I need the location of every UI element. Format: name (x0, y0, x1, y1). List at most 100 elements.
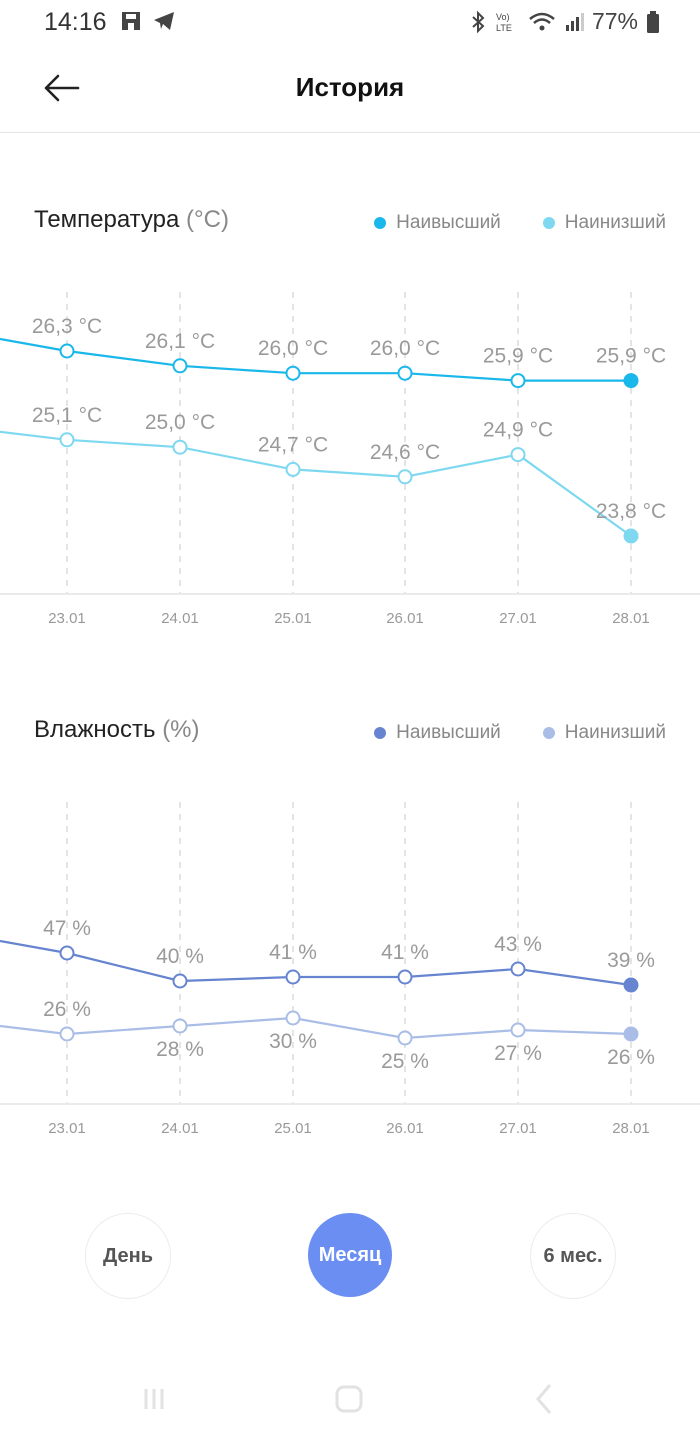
legend-low-label: Наинизший (564, 212, 666, 233)
data-label: 26 % (607, 1046, 655, 1069)
data-point (172, 358, 188, 374)
back-button[interactable] (40, 68, 84, 108)
temperature-chart-title: Температура (°C) (34, 206, 229, 234)
legend-dot-high (374, 217, 387, 229)
period-day-button[interactable]: День (85, 1213, 171, 1299)
x-tick-label: 26.01 (386, 610, 424, 627)
legend-high-label: Наивысший (396, 212, 501, 233)
temperature-title-text: Температура (34, 206, 180, 233)
data-point (397, 365, 413, 381)
data-label: 24,7 °C (258, 433, 328, 456)
data-label: 24,6 °C (370, 441, 440, 464)
data-label: 23,8 °C (596, 500, 666, 523)
humidity-legend: Наивысший Наинизший (374, 722, 666, 744)
data-point (285, 1010, 301, 1026)
data-point (397, 469, 413, 485)
temperature-chart: 23.01 24.01 25.01 26.01 27.01 28.01 26,3 °C 26,… (0, 292, 700, 627)
data-point (285, 365, 301, 381)
x-tick-label: 27.01 (499, 1120, 537, 1137)
arrow-left-icon (44, 74, 80, 102)
wifi-icon (529, 12, 555, 30)
data-point (285, 969, 301, 985)
humidity-chart: 23.01 24.01 25.01 26.01 27.01 28.01 47 % 40 % 41… (0, 802, 700, 1137)
battery-percent: 77% (591, 8, 638, 34)
data-point-current (623, 373, 639, 389)
signal-icon (565, 12, 584, 31)
back-nav-icon[interactable] (524, 1379, 564, 1419)
svg-text:LTE: LTE (496, 23, 512, 33)
temperature-chart-section: Температура (°C) Наивысший Наинизший 23.… (0, 180, 700, 650)
system-nav-bar (0, 1379, 700, 1439)
data-label: 25,9 °C (483, 345, 553, 368)
x-tick-label: 25.01 (274, 610, 312, 627)
humidity-chart-section: Влажность (%) Наивысший Наинизший 23.01 2… (0, 690, 700, 1160)
data-label: 25,0 °C (145, 411, 215, 434)
legend-high-label: Наивысший (396, 722, 501, 743)
data-point (59, 1026, 75, 1042)
data-label: 26 % (43, 998, 91, 1021)
app-header: История (0, 44, 700, 133)
bluetooth-icon (472, 10, 485, 33)
data-point (59, 432, 75, 448)
data-label: 41 % (381, 941, 429, 964)
volte-icon: Vo)LTE (496, 12, 512, 33)
period-six-months-button[interactable]: 6 мес. (530, 1213, 616, 1299)
data-label: 27 % (494, 1042, 542, 1065)
data-point (59, 945, 75, 961)
x-tick-label: 24.01 (161, 610, 199, 627)
x-tick-label: 25.01 (274, 1120, 312, 1137)
humidity-title-text: Влажность (34, 716, 156, 743)
x-tick-label: 27.01 (499, 610, 537, 627)
data-point (285, 461, 301, 477)
data-label: 41 % (269, 941, 317, 964)
status-time: 14:16 (44, 8, 107, 36)
data-point (397, 1030, 413, 1046)
data-point (510, 373, 526, 389)
data-point (172, 1018, 188, 1034)
x-tick-label: 23.01 (48, 1120, 86, 1137)
data-point (510, 1022, 526, 1038)
data-point (172, 973, 188, 989)
battery-icon (647, 10, 659, 33)
x-tick-label: 28.01 (612, 1120, 650, 1137)
legend-dot-high (374, 727, 387, 739)
legend-dot-low (542, 727, 555, 739)
data-label: 24,9 °C (483, 419, 553, 442)
data-point-current (623, 977, 639, 993)
data-label: 26,1 °C (145, 330, 215, 353)
status-right-icons: Vo) LTE 77% (470, 8, 660, 35)
x-tick-label: 24.01 (161, 1120, 199, 1137)
data-label: 30 % (269, 1030, 317, 1053)
telegram-icon (154, 12, 174, 30)
x-tick-label: 28.01 (612, 610, 650, 627)
data-label: 43 % (494, 933, 542, 956)
data-point (172, 439, 188, 455)
data-label: 40 % (156, 945, 204, 968)
status-bar: 14:16 Vo) LTE 77% (0, 0, 700, 44)
data-point (59, 343, 75, 359)
data-label: 25,9 °C (596, 345, 666, 368)
temperature-unit: (°C) (186, 206, 229, 233)
x-tick-label: 26.01 (386, 1120, 424, 1137)
data-point (510, 961, 526, 977)
data-label: 28 % (156, 1038, 204, 1061)
page-title: История (295, 72, 405, 102)
data-label: 25,1 °C (32, 404, 102, 427)
svg-text:Vo): Vo) (496, 12, 510, 22)
period-month-button[interactable]: Месяц (308, 1213, 392, 1297)
legend-dot-low (542, 217, 555, 229)
temperature-legend: Наивысший Наинизший (374, 212, 666, 234)
x-tick-label: 23.01 (48, 610, 86, 627)
data-label: 26,3 °C (32, 315, 102, 338)
data-point-current (623, 528, 639, 544)
humidity-chart-title: Влажность (%) (34, 716, 200, 744)
data-label: 26,0 °C (258, 337, 328, 360)
data-point (510, 447, 526, 463)
data-label: 47 % (43, 917, 91, 940)
data-point (397, 969, 413, 985)
legend-low-label: Наинизший (564, 722, 666, 743)
save-icon (122, 12, 140, 30)
recent-apps-icon[interactable] (134, 1379, 174, 1419)
status-left-icons (120, 10, 176, 32)
home-icon[interactable] (329, 1379, 369, 1419)
